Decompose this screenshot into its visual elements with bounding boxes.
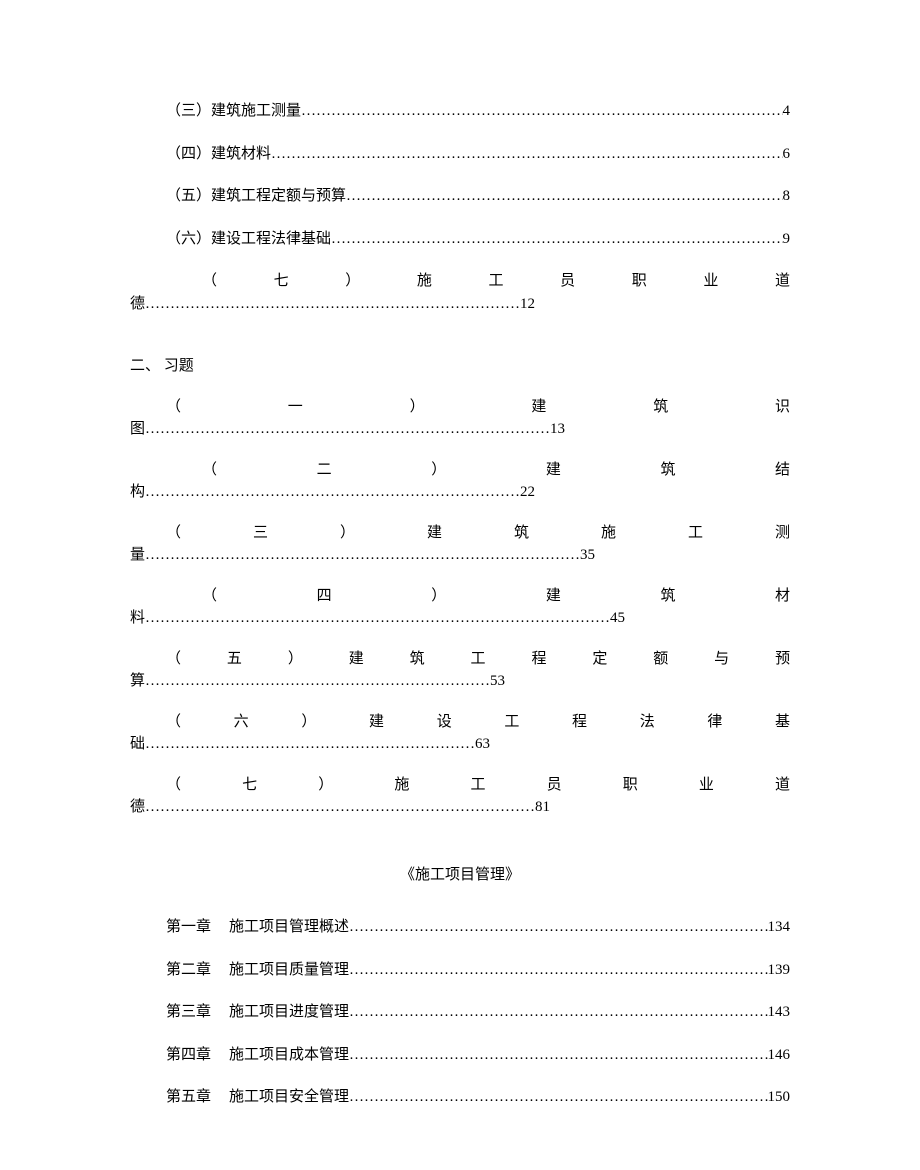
toc-justify-line: （ 五 ） 建 筑 工 程 定 额 与 预 [130,648,790,671]
chapter-title: 施工项目质量管理 [229,959,349,982]
toc-tail-line: 图………………………………………………………………………13 [130,418,790,441]
chapter-number: 第一章 [166,916,211,939]
toc-tail-prefix: 构 [130,484,145,500]
toc-tail-line: 料…………………………………………………………………………………45 [130,607,790,630]
toc-row: （五）建筑工程定额与预算 ………………………………………………………………………… [130,185,790,208]
toc-row: （四）建筑材料 ……………………………………………………………………………………… [130,143,790,166]
chapter-page: 143 [768,1001,791,1024]
toc-tail-prefix: 量 [130,547,145,563]
toc-tail-line: 础…………………………………………………………63 [130,733,790,756]
toc-justify-line: （ 七 ） 施 工 员 职 业 道 [130,774,790,797]
toc-tail-prefix: 料 [130,610,145,626]
section-heading: 二、 习题 [130,355,790,378]
toc-page: 53 [490,673,505,689]
toc-tail-line: 德……………………………………………………………………81 [130,796,790,819]
chapter-row: 第一章 施工项目管理概述 ………………………………………………………………………… [130,916,790,939]
toc-label: （三）建筑施工测量 [166,100,301,123]
chapter-title: 施工项目管理概述 [229,916,349,939]
toc-row-justified: （ 三 ） 建 筑 施 工 测 量……………………………………………………………… [130,522,790,567]
toc-row-justified: （ 五 ） 建 筑 工 程 定 额 与 预 算……………………………………………… [130,648,790,693]
book-title: 《施工项目管理》 [130,864,790,887]
chapter-number: 第五章 [166,1086,211,1109]
toc-tail-line: 构…………………………………………………………………22 [130,481,790,504]
toc-leader: …………………………………………………………………………………………………………… [349,1001,767,1024]
toc-tail-prefix: 算 [130,673,145,689]
chapter-page: 146 [768,1044,791,1067]
toc-leader: …………………………………………………………… [145,673,490,689]
toc-row-justified: （ 七 ） 施 工 员 职 业 道 德………………………………………………………… [130,774,790,819]
chapter-number: 第三章 [166,1001,211,1024]
toc-row-justified: （ 二 ） 建 筑 结 构…………………………………………………………………22 [130,459,790,504]
chapter-page: 139 [768,959,791,982]
toc-justify-line: （ 三 ） 建 筑 施 工 测 [130,522,790,545]
toc-tail-prefix: 德 [130,296,145,312]
toc-tail-line: 德…………………………………………………………………12 [130,293,790,316]
toc-page: 9 [783,228,791,251]
toc-leader: ……………………………………………………………………… [145,421,550,437]
toc-row-justified: （ 一 ） 建 筑 识 图………………………………………………………………………… [130,396,790,441]
toc-justify-line: （ 一 ） 建 筑 识 [130,396,790,419]
chapter-row: 第四章 施工项目成本管理 ………………………………………………………………………… [130,1044,790,1067]
toc-leader: ………………………………………………………………………………… [145,610,610,626]
toc-leader: …………………………………………………………………………………………………………… [349,959,767,982]
toc-justify-line: （ 二 ） 建 筑 结 [130,459,790,482]
toc-tail-line: 量……………………………………………………………………………35 [130,544,790,567]
toc-tail-line: 算……………………………………………………………53 [130,670,790,693]
toc-page: 12 [520,296,535,312]
toc-tail-prefix: 图 [130,421,145,437]
toc-leader: …………………………………………………………………………………………………………… [349,1086,767,1109]
document-page: （三）建筑施工测量 ………………………………………………………………………………… [130,100,790,1109]
toc-label: （四）建筑材料 [166,143,271,166]
toc-page: 4 [783,100,791,123]
chapter-row: 第三章 施工项目进度管理 ………………………………………………………………………… [130,1001,790,1024]
chapter-number: 第四章 [166,1044,211,1067]
chapter-title: 施工项目安全管理 [229,1086,349,1109]
chapter-row: 第五章 施工项目安全管理 ………………………………………………………………………… [130,1086,790,1109]
toc-page: 22 [520,484,535,500]
toc-page: 81 [535,799,550,815]
toc-leader: …………………………………………………………………………………………………………… [349,1044,767,1067]
toc-leader: …………………………………………………………………… [145,799,535,815]
toc-leader: …………………………………………………………………………………………………………… [331,228,782,251]
toc-leader: ………………………………………………………… [145,736,475,752]
toc-page: 8 [783,185,791,208]
toc-leader: …………………………………………………………………………………………………………… [349,916,767,939]
toc-leader: …………………………………………………………………………………………………………… [271,143,782,166]
chapter-number: 第二章 [166,959,211,982]
toc-page: 13 [550,421,565,437]
toc-leader: …………………………………………………………………………… [145,547,580,563]
chapter-title: 施工项目进度管理 [229,1001,349,1024]
toc-label: （六）建设工程法律基础 [166,228,331,251]
toc-page: 35 [580,547,595,563]
toc-justify-line: （ 六 ） 建 设 工 程 法 律 基 [130,711,790,734]
toc-page: 6 [783,143,791,166]
chapter-page: 150 [768,1086,791,1109]
chapter-row: 第二章 施工项目质量管理 ………………………………………………………………………… [130,959,790,982]
toc-justify-line: （ 七 ） 施 工 员 职 业 道 [130,270,790,293]
toc-leader: …………………………………………………………………………………………………………… [346,185,782,208]
toc-page: 45 [610,610,625,626]
toc-row-justified: （ 六 ） 建 设 工 程 法 律 基 础…………………………………………………… [130,711,790,756]
toc-justify-line: （ 四 ） 建 筑 材 [130,585,790,608]
toc-row: （三）建筑施工测量 ………………………………………………………………………………… [130,100,790,123]
chapter-page: 134 [768,916,791,939]
chapter-title: 施工项目成本管理 [229,1044,349,1067]
toc-tail-prefix: 础 [130,736,145,752]
toc-leader: …………………………………………………………………………………………………………… [301,100,782,123]
toc-leader: ………………………………………………………………… [145,296,520,312]
toc-row: （六）建设工程法律基础 …………………………………………………………………………… [130,228,790,251]
toc-page: 63 [475,736,490,752]
toc-row-justified: （ 七 ） 施 工 员 职 业 道 德………………………………………………………… [130,270,790,315]
toc-label: （五）建筑工程定额与预算 [166,185,346,208]
toc-leader: ………………………………………………………………… [145,484,520,500]
toc-tail-prefix: 德 [130,799,145,815]
toc-row-justified: （ 四 ） 建 筑 材 料………………………………………………………………………… [130,585,790,630]
